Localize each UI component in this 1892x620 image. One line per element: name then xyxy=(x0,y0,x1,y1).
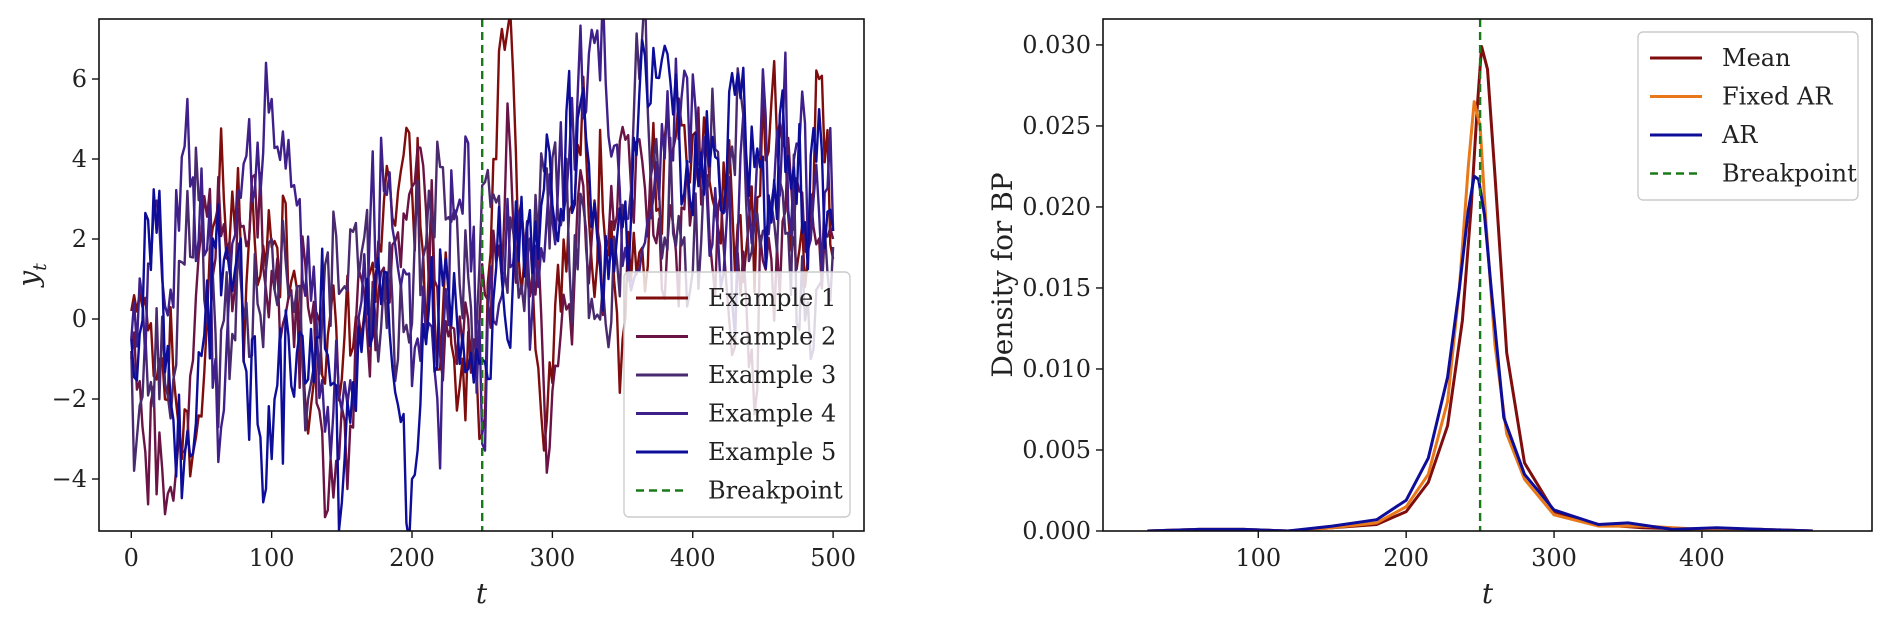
y-axis-label-main: y xyxy=(12,270,45,289)
series-line-1-4 xyxy=(130,19,835,470)
y-tick-label-1-5: 4 xyxy=(72,145,87,173)
legend-label-1-1: Example 1 xyxy=(708,284,836,312)
legend-label-2-3: AR xyxy=(1721,121,1758,149)
y-tick-label-1-2: −2 xyxy=(52,385,87,413)
x-tick-label-1-3: 200 xyxy=(389,544,435,572)
y-tick-label-1-3: 0 xyxy=(72,305,87,333)
x-axis-label-2: t xyxy=(1482,577,1494,610)
y-axis-label-2: Density for BP xyxy=(986,172,1019,377)
series-line-1-2 xyxy=(130,102,835,519)
plot-frame-2 xyxy=(1102,18,1873,532)
legend-label-1-5: Example 5 xyxy=(708,438,836,466)
y-tick-label-2-1: 0.000 xyxy=(1022,517,1091,545)
legend-label-2-1: Mean xyxy=(1722,44,1791,72)
plot-area-1 xyxy=(130,19,835,531)
y-tick-label-1-4: 2 xyxy=(72,225,87,253)
legend-label-1-3: Example 3 xyxy=(708,361,836,389)
plot-area-2 xyxy=(1147,19,1813,531)
series-line-2-3 xyxy=(1147,174,1813,531)
x-axis-label-1: t xyxy=(476,577,488,610)
y-tick-label-2-3: 0.010 xyxy=(1022,355,1091,383)
x-tick-label-1-4: 300 xyxy=(529,544,575,572)
x-tick-label-1-2: 100 xyxy=(249,544,295,572)
x-tick-label-2-3: 300 xyxy=(1531,544,1577,572)
x-tick-label-2-2: 200 xyxy=(1383,544,1429,572)
x-tick-label-2-1: 100 xyxy=(1235,544,1281,572)
y-tick-label-2-2: 0.005 xyxy=(1022,436,1091,464)
legend-2: Mean Fixed AR AR Breakpoint xyxy=(1637,31,1859,201)
y-tick-label-1-1: −4 xyxy=(52,465,87,493)
y-axis-label-group-1: yt xyxy=(12,263,51,289)
legend-label-1-4: Example 4 xyxy=(708,400,836,428)
y-axis-label-group-2: Density for BP xyxy=(986,172,1019,377)
legend-box-1 xyxy=(623,271,851,518)
legend-label-2-2: Fixed AR xyxy=(1722,83,1833,111)
y-tick-label-2-6: 0.025 xyxy=(1022,112,1091,140)
plot-frame-1 xyxy=(98,18,865,532)
legend-box-2 xyxy=(1637,31,1859,201)
legend-label-1-6: Breakpoint xyxy=(708,477,843,505)
y-tick-label-1-6: 6 xyxy=(72,65,87,93)
y-tick-label-2-4: 0.015 xyxy=(1022,274,1091,302)
legend-label-1-2: Example 2 xyxy=(708,323,836,351)
series-line-1-3 xyxy=(130,19,835,472)
y-axis-label-subscript: t xyxy=(29,263,51,271)
legend-1: Example 1 Example 2 Example 3 Example 4 Exam… xyxy=(623,271,851,518)
x-tick-label-1-6: 500 xyxy=(810,544,856,572)
legend-label-2-4: Breakpoint xyxy=(1722,160,1857,188)
x-tick-label-2-4: 400 xyxy=(1679,544,1725,572)
x-tick-label-1-1: 0 xyxy=(124,544,139,572)
y-tick-label-2-5: 0.020 xyxy=(1022,193,1091,221)
y-tick-label-2-7: 0.030 xyxy=(1022,31,1091,59)
x-tick-label-1-5: 400 xyxy=(670,544,716,572)
y-axis-label-1: yt xyxy=(12,263,51,289)
